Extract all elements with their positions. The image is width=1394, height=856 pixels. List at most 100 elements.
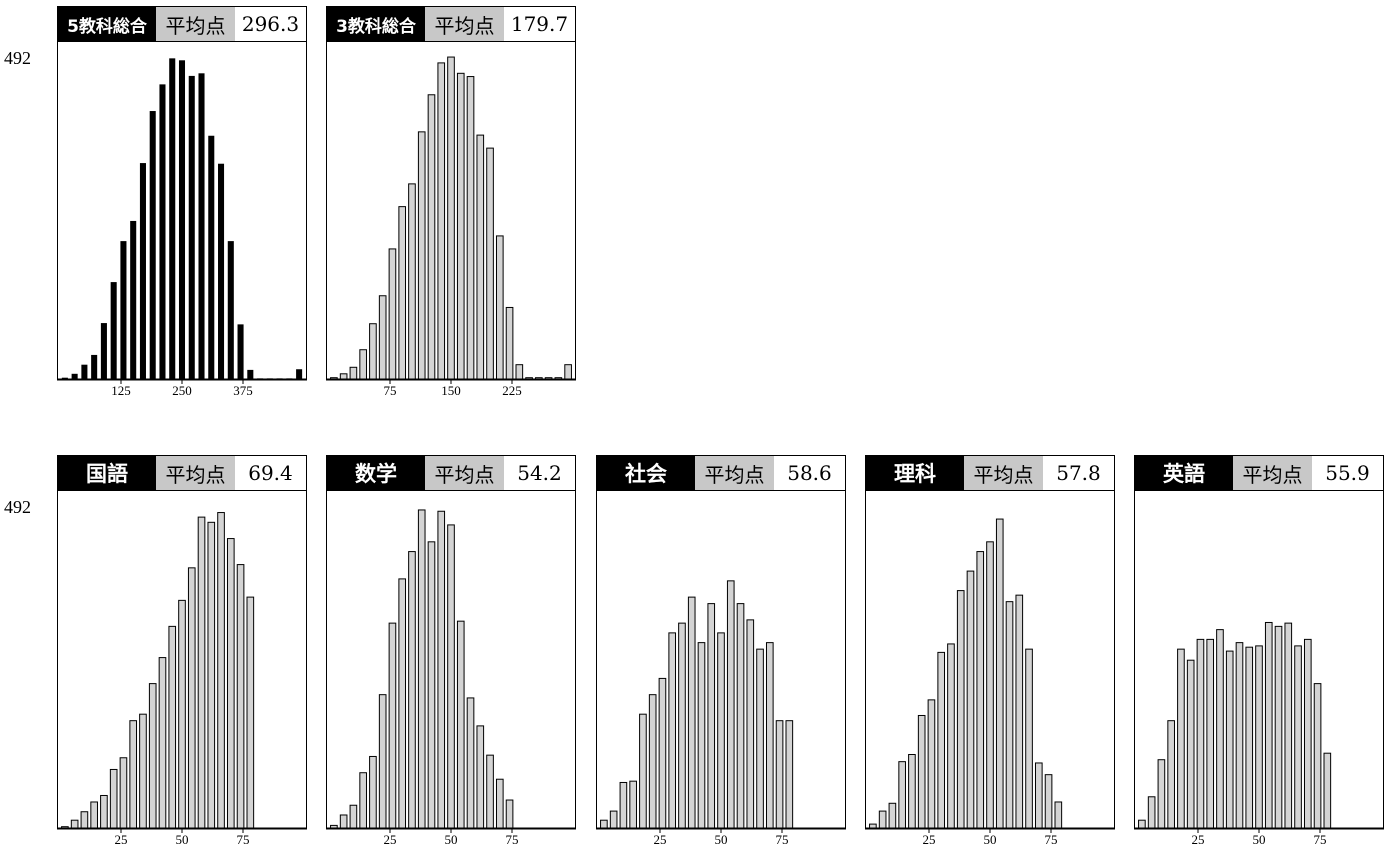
x-tick-label: 250	[172, 383, 192, 396]
histogram-bar	[388, 622, 397, 829]
panel-title: 理科	[866, 456, 964, 490]
histogram-bar	[139, 713, 147, 829]
histogram-bar	[986, 541, 994, 829]
histogram-bar	[1054, 801, 1063, 829]
histogram-plot: 75 150 225	[326, 42, 576, 396]
histogram-bar	[1255, 645, 1263, 829]
histogram-bar	[227, 241, 234, 379]
histogram-bar	[1186, 659, 1195, 829]
histogram-bar	[90, 801, 98, 829]
panel-title: 5教科総合	[58, 7, 156, 41]
histogram-bar	[437, 510, 446, 829]
histogram-bar	[61, 826, 69, 829]
histogram-bar	[110, 282, 117, 379]
histogram-bar	[544, 377, 553, 380]
average-value: 54.2	[504, 456, 575, 490]
histogram-bar	[388, 248, 397, 380]
histogram-bar	[100, 794, 108, 829]
histogram-bar	[609, 810, 618, 829]
histogram-bar	[100, 323, 107, 379]
histogram-bar	[746, 619, 755, 829]
histogram-bar	[246, 596, 255, 829]
histogram-bar	[1044, 774, 1053, 829]
histogram-bar	[505, 799, 514, 829]
average-label: 平均点	[964, 456, 1043, 490]
histogram-bar	[947, 643, 955, 829]
average-value: 55.9	[1312, 456, 1383, 490]
histogram-bar	[1157, 759, 1166, 829]
histogram-bar	[456, 620, 465, 829]
histogram-bar	[869, 823, 877, 829]
histogram-bar	[237, 324, 244, 379]
histogram-bar	[207, 521, 216, 829]
histogram-bar	[554, 377, 563, 380]
histogram-bar	[359, 349, 367, 380]
histogram-bar	[359, 772, 367, 829]
x-tick-label: 50	[984, 832, 997, 845]
average-value: 57.8	[1043, 456, 1114, 490]
histogram-bar	[486, 147, 494, 380]
chart-panel-social-studies: 社会 平均点 58.6 25 50 75	[596, 455, 846, 845]
histogram-bar	[976, 551, 985, 829]
histogram-bar	[1167, 720, 1175, 829]
histogram-bar	[495, 778, 504, 829]
histogram-bar	[785, 720, 794, 829]
histogram-bar	[149, 111, 156, 379]
panel-header: 5教科総合 平均点 296.3	[57, 6, 307, 42]
histogram-bar	[187, 567, 196, 829]
histogram-bar	[257, 378, 264, 379]
panel-title: 国語	[58, 456, 156, 490]
y-axis-max-label-bottom: 492	[4, 497, 31, 517]
histogram-bar	[109, 768, 118, 829]
histogram-bar	[408, 551, 416, 829]
histogram-bar	[495, 235, 504, 380]
average-label: 平均点	[695, 456, 774, 490]
histogram-bar	[236, 564, 245, 829]
histogram-bar	[668, 632, 677, 829]
histogram-bar	[486, 754, 494, 829]
histogram-bar	[995, 518, 1004, 829]
histogram-bar	[707, 603, 716, 829]
histogram-bar	[408, 183, 416, 380]
histogram-bar	[339, 814, 348, 829]
panel-title: 数学	[327, 456, 425, 490]
histogram-bar	[417, 509, 426, 829]
histogram-bar	[756, 648, 764, 829]
histogram-bar	[1015, 594, 1024, 829]
x-tick-label: 50	[1253, 832, 1266, 845]
histogram-bar	[717, 632, 725, 829]
x-tick-label: 150	[441, 383, 461, 396]
histogram-bar	[217, 512, 225, 829]
histogram-bar	[466, 76, 475, 380]
histogram-bar	[1294, 645, 1302, 829]
histogram-bar	[61, 377, 68, 379]
histogram-bar	[139, 163, 146, 379]
average-value: 58.6	[774, 456, 845, 490]
average-label: 平均点	[156, 7, 235, 41]
x-tick-label: 225	[502, 383, 522, 396]
histogram-bar	[1025, 648, 1033, 829]
histogram-bar	[600, 819, 608, 829]
histogram-bar	[197, 516, 206, 829]
histogram-bar	[1284, 622, 1293, 829]
average-label: 平均点	[156, 456, 235, 490]
histogram-bar	[619, 781, 628, 829]
histogram-bar	[378, 295, 387, 380]
histogram-bar	[330, 824, 338, 829]
histogram-bar	[218, 163, 225, 379]
histogram-bar	[1323, 752, 1332, 829]
histogram-bar	[378, 694, 387, 829]
histogram-bar	[369, 755, 377, 829]
x-tick-label: 50	[176, 832, 189, 845]
x-tick-label: 75	[1045, 832, 1058, 845]
histogram-bar	[369, 323, 377, 380]
histogram-bar	[697, 642, 706, 829]
histogram-bar	[1177, 648, 1185, 829]
histogram-bar	[119, 757, 128, 829]
histogram-bar	[169, 58, 176, 379]
histogram-bar	[898, 761, 906, 829]
histogram-bar	[129, 720, 138, 829]
histogram-bar	[1264, 621, 1273, 829]
histogram-bar	[427, 94, 436, 380]
histogram-bar	[208, 135, 215, 379]
